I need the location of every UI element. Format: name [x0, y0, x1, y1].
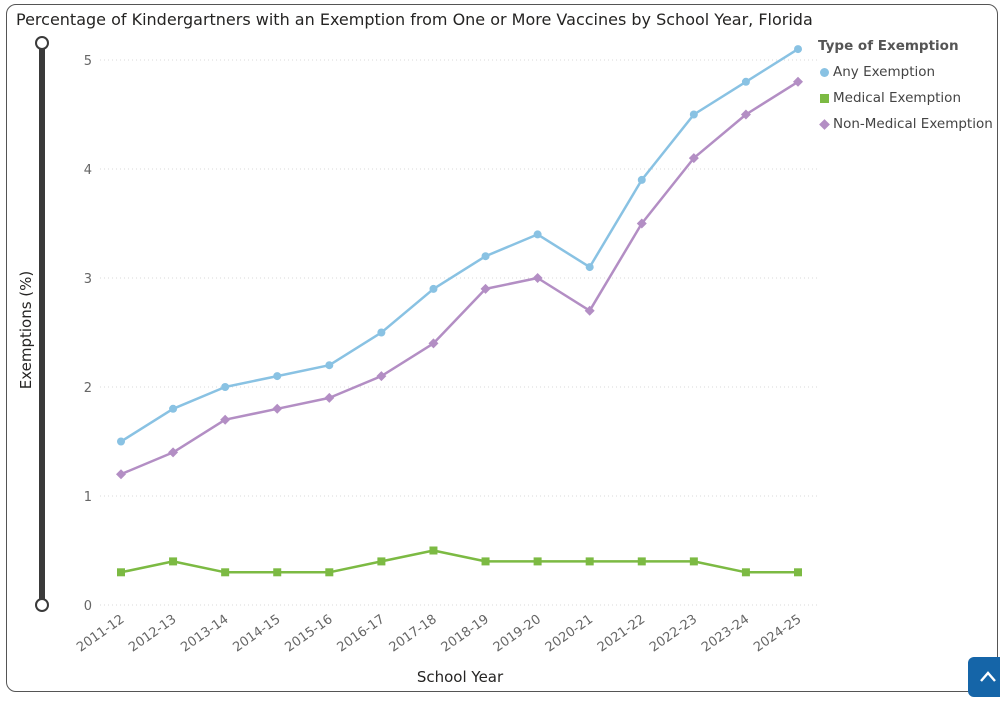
y-axis-label: Exemptions (%) — [17, 271, 35, 390]
data-point — [117, 437, 125, 446]
legend-label-any: Any Exemption — [833, 64, 936, 80]
data-point — [377, 557, 386, 566]
data-point — [169, 557, 178, 566]
data-point — [272, 403, 283, 414]
data-point — [376, 371, 387, 382]
data-point — [740, 109, 751, 120]
x-tick-label: 2015-16 — [282, 612, 335, 655]
data-point — [220, 414, 231, 425]
data-point — [637, 557, 646, 566]
data-point — [221, 568, 230, 577]
series-line-1 — [120, 549, 798, 574]
data-point — [273, 372, 282, 381]
gridlines — [100, 59, 820, 606]
legend: Type of Exemption Any Exemption Medical … — [818, 38, 993, 137]
data-point — [585, 263, 594, 272]
slider-bottom-handle[interactable] — [35, 598, 49, 612]
data-point — [221, 383, 230, 391]
x-tick-label: 2011-12 — [74, 612, 127, 655]
data-point — [584, 305, 595, 316]
y-tick-label: 4 — [84, 163, 92, 178]
legend-marker-nonmedical — [819, 118, 830, 130]
data-point — [429, 546, 438, 555]
data-point — [794, 568, 802, 577]
data-point — [532, 273, 543, 283]
data-point — [429, 284, 438, 293]
data-point — [533, 557, 542, 566]
y-range-slider[interactable] — [35, 36, 49, 612]
series-line-2 — [120, 80, 799, 476]
data-point — [480, 283, 491, 294]
legend-label-medical: Medical Exemption — [833, 90, 961, 106]
x-tick-label: 2024-25 — [751, 612, 804, 655]
y-tick-label: 2 — [84, 381, 92, 396]
data-point — [741, 77, 750, 86]
x-axis-ticks: 2011-122012-132013-142014-152015-162016-… — [74, 612, 804, 655]
data-point — [325, 568, 334, 577]
x-tick-label: 2017-18 — [387, 612, 440, 655]
legend-marker-medical — [820, 93, 829, 103]
data-point — [117, 568, 125, 577]
legend-label-nonmedical: Non-Medical Exemption — [833, 116, 993, 132]
data-point — [794, 45, 802, 54]
data-point — [688, 153, 699, 164]
chart-title: Percentage of Kindergartners with an Exe… — [16, 10, 813, 29]
x-tick-label: 2023-24 — [699, 612, 752, 655]
data-point — [741, 568, 750, 577]
x-tick-label: 2014-15 — [230, 612, 283, 655]
data-point — [377, 328, 386, 337]
data-point — [325, 361, 334, 370]
data-point — [689, 110, 698, 119]
slider-top-handle[interactable] — [35, 36, 49, 50]
x-axis-label: School Year — [417, 668, 504, 686]
data-point — [428, 338, 439, 349]
chevron-up-icon — [980, 671, 996, 682]
data-point — [533, 230, 542, 239]
data-point — [636, 218, 647, 229]
data-point — [637, 175, 646, 184]
data-point — [169, 404, 178, 413]
legend-title: Type of Exemption — [818, 38, 959, 54]
data-point — [481, 252, 490, 261]
data-point — [273, 568, 282, 577]
data-point — [585, 557, 594, 566]
series-group — [116, 45, 803, 577]
legend-item-nonmedical[interactable]: Non-Medical Exemption — [818, 111, 993, 137]
y-tick-label: 0 — [84, 599, 92, 614]
x-tick-label: 2012-13 — [126, 612, 179, 655]
y-tick-label: 3 — [84, 272, 92, 287]
x-tick-label: 2020-21 — [543, 612, 596, 655]
legend-item-any[interactable]: Any Exemption — [818, 59, 993, 85]
data-point — [116, 469, 126, 480]
data-point — [324, 392, 335, 403]
data-point — [793, 76, 803, 87]
x-tick-label: 2018-19 — [439, 612, 492, 655]
x-tick-label: 2022-23 — [647, 612, 700, 655]
series-line-0 — [120, 48, 799, 443]
x-tick-label: 2013-14 — [178, 612, 231, 655]
data-point — [168, 447, 179, 458]
data-point — [689, 557, 698, 566]
scroll-to-top-button[interactable] — [968, 657, 1000, 697]
legend-item-medical[interactable]: Medical Exemption — [818, 85, 993, 111]
data-point — [481, 557, 490, 566]
x-tick-label: 2021-22 — [595, 612, 648, 655]
y-tick-label: 5 — [84, 54, 92, 69]
x-tick-label: 2019-20 — [491, 612, 544, 655]
x-tick-label: 2016-17 — [335, 612, 388, 655]
legend-marker-any — [820, 67, 829, 77]
y-tick-label: 1 — [84, 490, 92, 505]
y-axis-ticks: 0 1 2 3 4 5 — [84, 54, 92, 614]
visual-frame — [6, 4, 998, 692]
